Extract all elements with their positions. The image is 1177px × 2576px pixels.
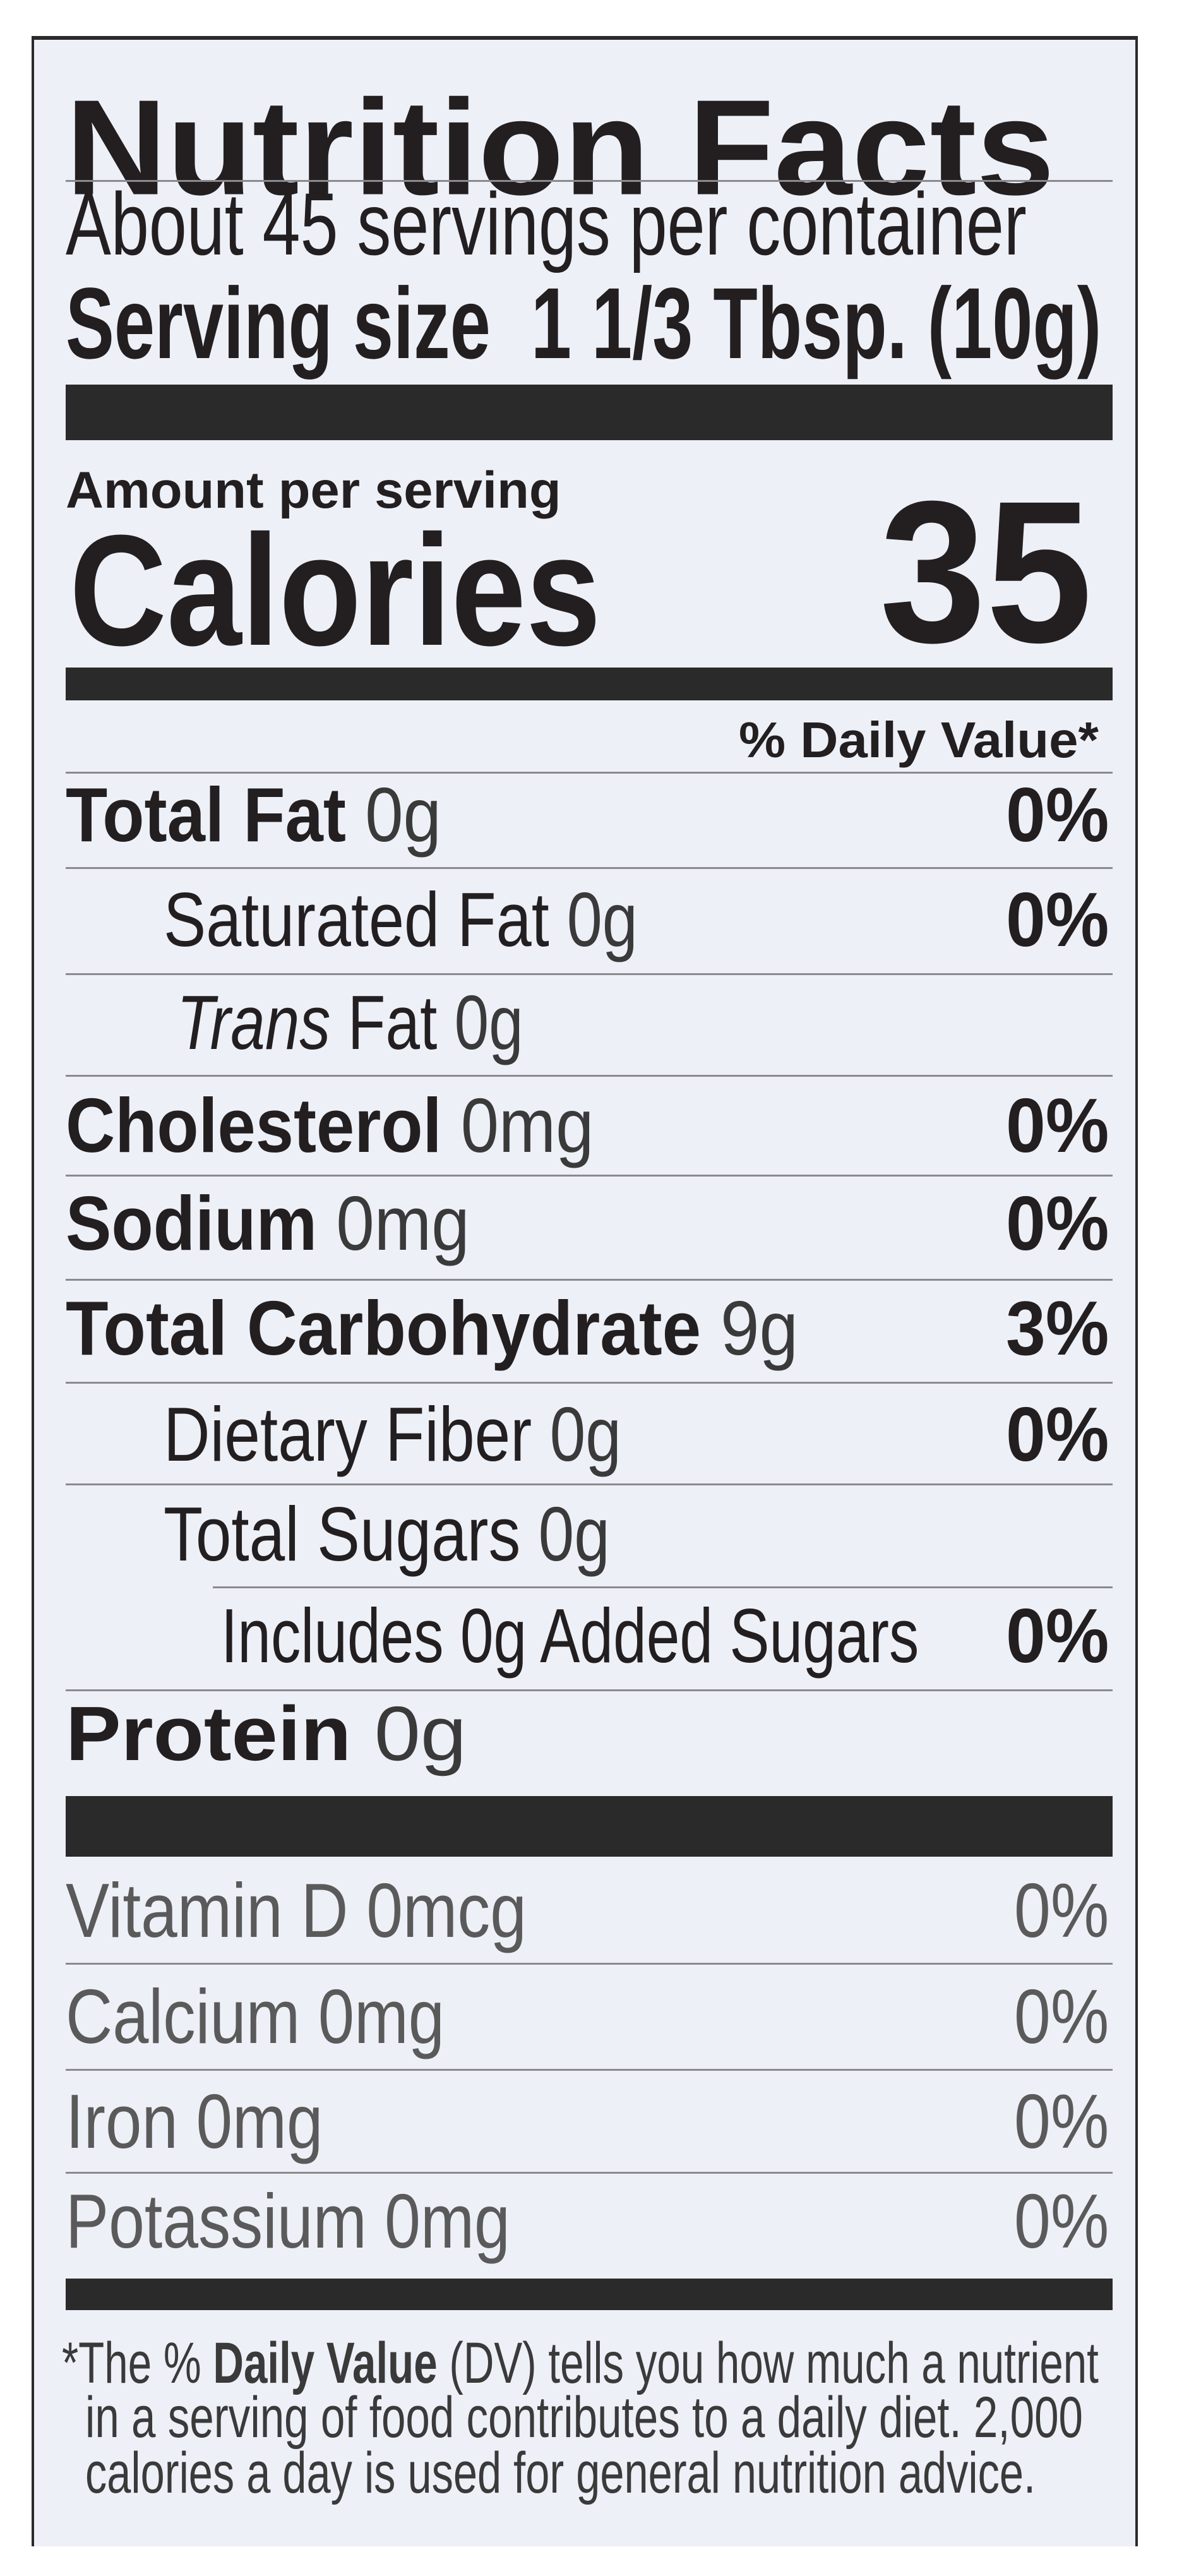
row-divider [66,1382,1113,1384]
nutrient-name: Total Carbohydrate [66,1285,702,1371]
row-divider [66,1175,1113,1177]
nutrient-amount: 9g [720,1285,799,1371]
nutrient-daily-value: 0% [1006,1593,1109,1679]
thick-divider-2 [66,668,1113,700]
thick-divider-1 [66,385,1113,440]
divider-title [66,180,1113,182]
vitamin-label: Calcium 0mg [66,1978,445,2055]
nutrient-daily-value: 0% [1006,1391,1109,1477]
nutrient-name: Includes 0g Added Sugars [221,1593,919,1679]
vitamin-name: Iron [66,2078,178,2164]
footnote-line-1: *The % Daily Value (DV) tells you how mu… [62,2334,1099,2392]
nutrient-daily-value: 0% [1006,1180,1109,1266]
vitamin-amount: 0mcg [366,1867,527,1953]
nutrient-name: Total Fat [66,772,347,858]
footnote-daily-value: Daily Value [213,2331,438,2395]
nutrient-amount: 0g [454,979,523,1065]
footnote-asterisk-the: *The % [62,2331,201,2395]
vitamin-amount: 0mg [318,1974,445,2059]
nutrient-label: Sodium 0mg [66,1185,470,1262]
nutrient-label: Dietary Fiber 0g [164,1396,621,1473]
nutrient-label: Cholesterol 0mg [66,1087,594,1164]
nutrient-amount: 0g [549,1391,621,1477]
serving-size-value: 1 1/3 Tbsp. (10g) [530,267,1102,380]
amount-per-serving: Amount per serving [66,462,561,519]
vitamin-label: Iron 0mg [66,2083,323,2160]
nutrient-name: Dietary Fiber [164,1391,532,1477]
nutrient-label: Total Fat 0g [66,776,441,853]
vitamin-amount: 0mg [196,2078,323,2164]
title: Nutrition Facts [66,71,1055,224]
nutrient-name: Sodium [66,1180,318,1266]
nutrient-label: Total Sugars 0g [164,1495,610,1573]
nutrient-label: Protein 0g [66,1695,467,1772]
row-divider [66,1075,1113,1077]
footnote-line-3: calories a day is used for general nutri… [85,2441,1036,2505]
nutrient-amount: 0mg [336,1180,470,1266]
vitamin-amount: 0mg [385,2178,510,2264]
nutrient-daily-value: 3% [1006,1285,1109,1371]
nutrient-amount: 0g [566,877,638,962]
vitamin-name: Potassium [66,2178,367,2264]
daily-value-header: % Daily Value* [739,712,1099,768]
vitamin-daily-value: 0% [1014,1867,1109,1953]
footnote-line-2: in a serving of food contributes to a da… [85,2385,1083,2450]
row-divider [66,973,1113,975]
footnote-line-1-rest: (DV) tells you how much a nutrient [449,2331,1099,2395]
row-divider [213,1586,1113,1588]
nutrient-name-italic: Trans [177,979,331,1065]
nutrient-name: Protein [66,1691,352,1776]
nutrient-amount: 0g [538,1491,610,1577]
vitamin-label: Potassium 0mg [66,2183,510,2260]
nutrient-name: Total Sugars [164,1491,521,1577]
vitamin-daily-value: 0% [1014,1974,1109,2059]
thick-divider-4 [66,2279,1113,2310]
row-divider [66,772,1113,774]
vitamin-daily-value: 0% [1014,2078,1109,2164]
serving-size: Serving size 1 1/3 Tbsp. (10g) [66,273,1101,374]
thick-divider-3 [66,1796,1113,1857]
serving-size-label: Serving size [66,267,491,380]
calories-label: Calories [69,502,601,678]
nutrient-amount: 0g [374,1691,467,1776]
nutrient-name: Saturated Fat [164,877,549,962]
row-divider [66,1963,1113,1965]
row-divider [66,2172,1113,2174]
nutrient-label: Saturated Fat 0g [164,881,638,958]
row-divider [66,867,1113,869]
row-divider [66,2069,1113,2071]
nutrient-daily-value: 0% [1006,877,1109,962]
row-divider [66,1483,1113,1485]
nutrient-daily-value: 0% [1006,1082,1109,1168]
nutrient-name: Cholesterol [66,1082,442,1168]
vitamin-name: Vitamin D [66,1867,349,1953]
row-divider [66,1279,1113,1281]
nutrient-label: Trans Fat 0g [177,984,523,1061]
calories-value: 35 [879,458,1092,685]
row-divider [66,1689,1113,1691]
nutrient-amount: 0mg [460,1082,594,1168]
vitamin-daily-value: 0% [1014,2178,1109,2264]
nutrient-name: Fat [347,979,438,1065]
vitamin-label: Vitamin D 0mcg [66,1872,527,1949]
nutrient-label: Total Carbohydrate 9g [66,1290,798,1367]
servings-per-container: About 45 servings per container [66,174,1027,273]
nutrient-amount: 0g [365,772,441,858]
vitamin-name: Calcium [66,1974,301,2059]
nutrition-facts-panel [32,36,1138,2546]
nutrient-label: Includes 0g Added Sugars [221,1597,919,1674]
nutrient-daily-value: 0% [1006,772,1109,858]
